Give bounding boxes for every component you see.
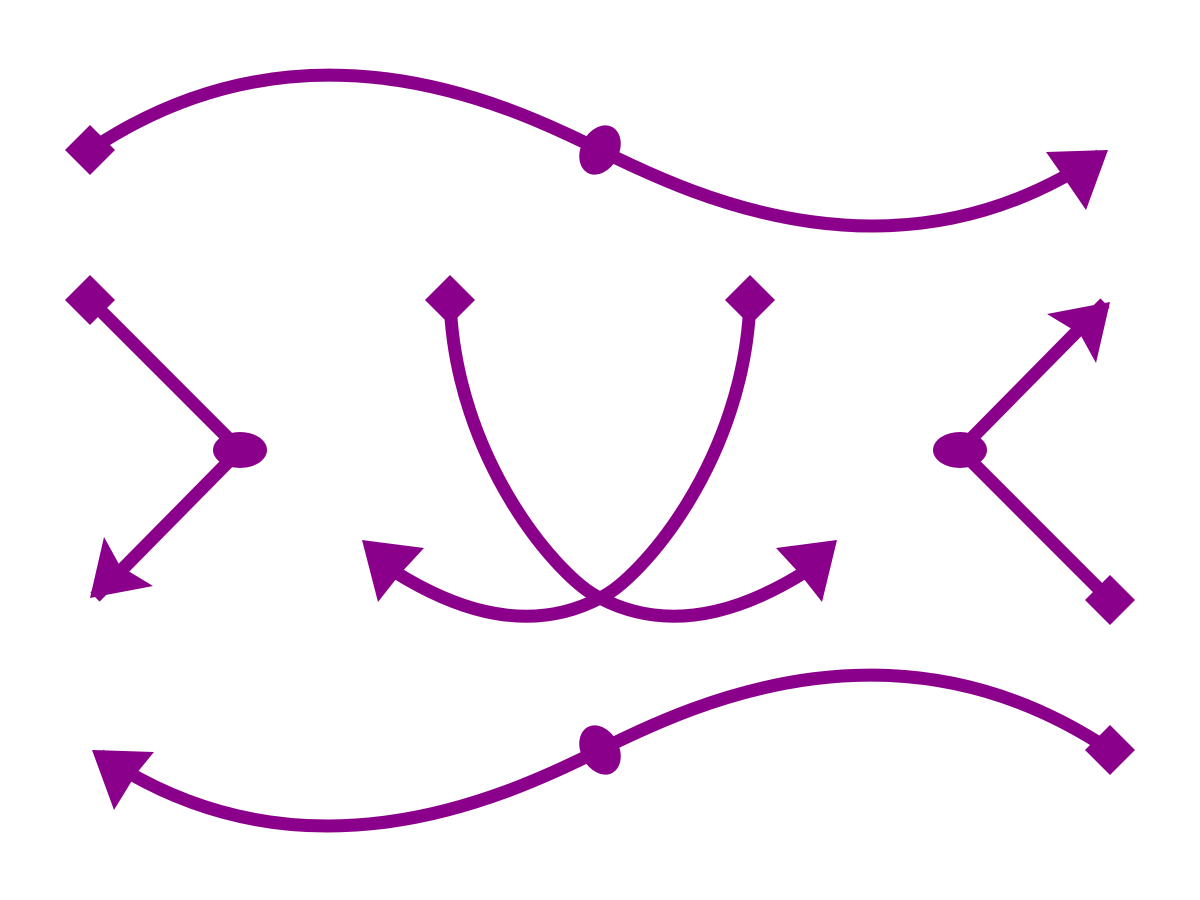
left-arc-connector [425, 275, 837, 623]
right-arc-end-arrow [362, 540, 424, 602]
right-chevron-mid-ellipse [933, 432, 987, 468]
top-wave-start-diamond [65, 125, 115, 175]
top-wave-mid-ellipse [579, 125, 621, 175]
right-arc-start-diamond [725, 275, 775, 325]
top-wave-connector [65, 68, 1108, 233]
bottom-wave-mid-ellipse [579, 725, 621, 775]
left-chevron-mid-ellipse [213, 432, 267, 468]
bottom-wave-start-diamond [1085, 725, 1135, 775]
left-chevron-connector [65, 275, 267, 602]
left-arc-start-diamond [425, 275, 475, 325]
left-arc-end-arrow [776, 540, 837, 602]
top-wave-end-arrow [1046, 150, 1108, 210]
right-chevron-end-arrow [1047, 302, 1110, 363]
left-chevron-start-diamond [65, 275, 115, 325]
bottom-wave-end-arrow [92, 750, 154, 810]
left-chevron-end-arrow [90, 537, 153, 598]
right-arc-line [391, 299, 757, 623]
right-arc-connector [362, 275, 775, 623]
right-chevron-connector [933, 298, 1135, 625]
bottom-wave-connector [92, 668, 1135, 833]
right-chevron-start-diamond [1085, 575, 1135, 625]
